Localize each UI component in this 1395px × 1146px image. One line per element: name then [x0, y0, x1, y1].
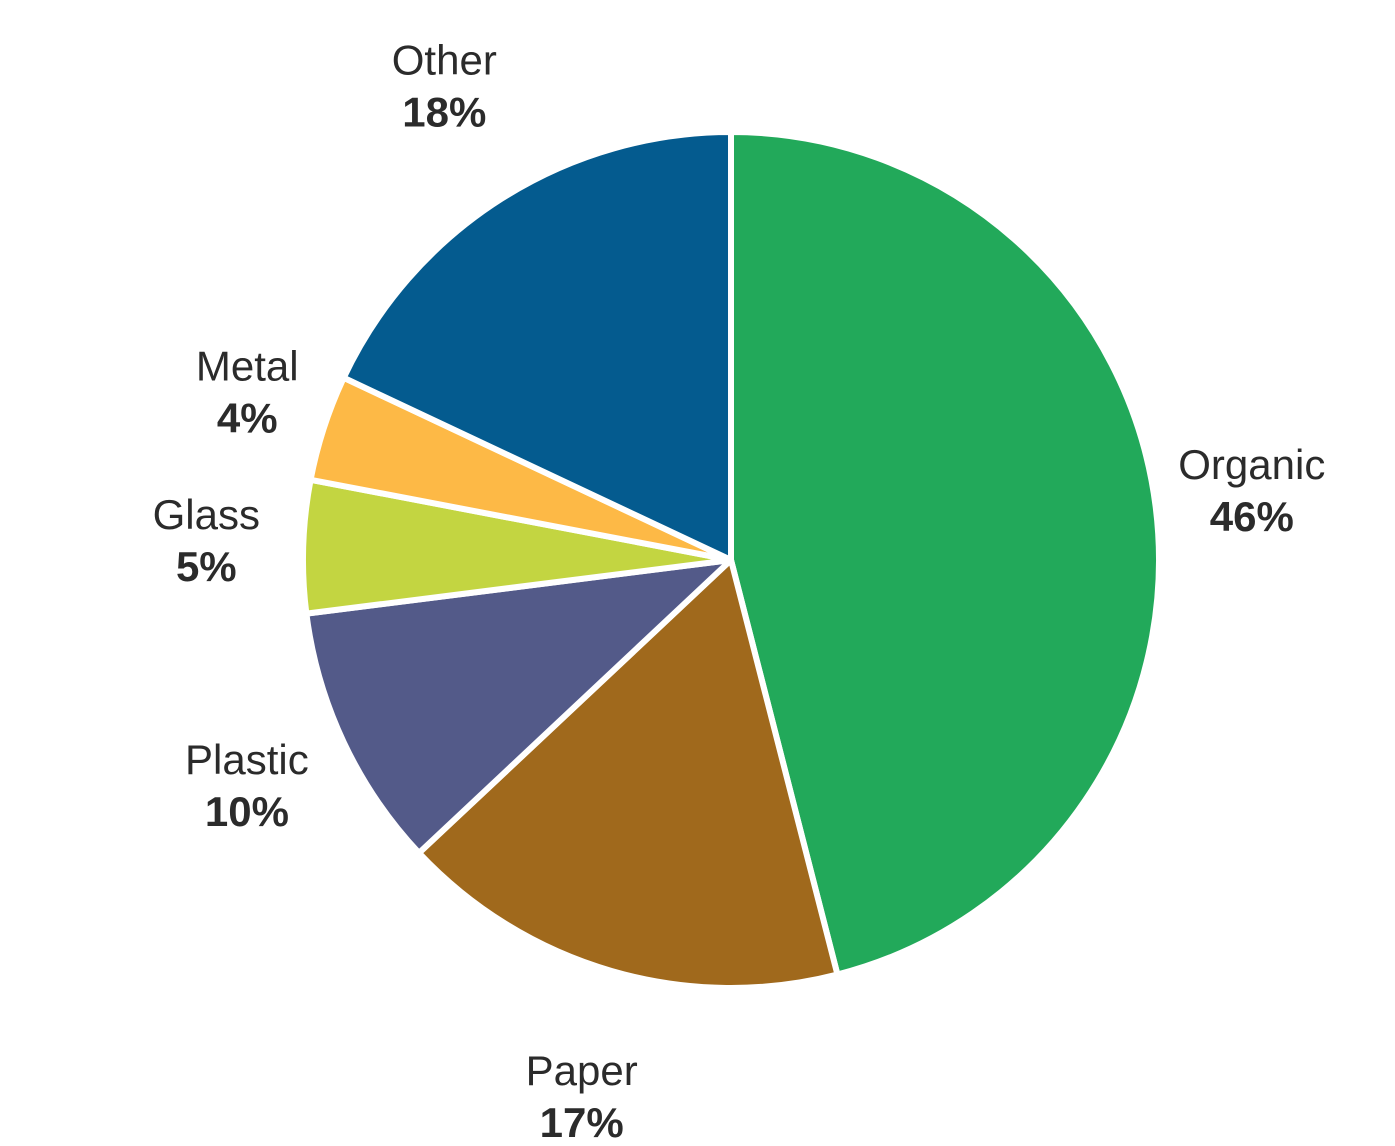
pie-slice-paper: [416, 557, 841, 991]
slice-value-plastic: 10%: [205, 788, 289, 835]
slice-value-glass: 5%: [176, 543, 237, 590]
slice-label-plastic: Plastic 10%: [185, 736, 309, 835]
pie-slices: [300, 129, 1162, 991]
slice-name-glass: Glass: [153, 491, 260, 538]
pie-slice-organic: [728, 129, 1162, 978]
slice-value-paper: 17%: [540, 1099, 624, 1146]
slice-value-metal: 4%: [217, 395, 278, 442]
slice-name-metal: Metal: [196, 343, 299, 390]
pie-slice-other: [340, 129, 734, 563]
slice-label-other: Other 18%: [392, 36, 497, 135]
slice-name-organic: Organic: [1178, 441, 1325, 488]
pie-slice-plastic: [303, 557, 734, 856]
slice-label-glass: Glass 5%: [153, 491, 260, 590]
slice-label-paper: Paper 17%: [526, 1047, 638, 1146]
slice-name-paper: Paper: [526, 1047, 638, 1094]
slice-label-metal: Metal 4%: [196, 343, 299, 442]
slice-value-organic: 46%: [1210, 493, 1294, 540]
pie-labels: Organic 46% Paper 17% Plastic 10% Glass 5% Metal…: [153, 36, 1326, 1146]
slice-name-other: Other: [392, 36, 497, 83]
slice-name-plastic: Plastic: [185, 736, 309, 783]
slice-label-organic: Organic 46%: [1178, 441, 1325, 540]
slice-value-other: 18%: [402, 88, 486, 135]
